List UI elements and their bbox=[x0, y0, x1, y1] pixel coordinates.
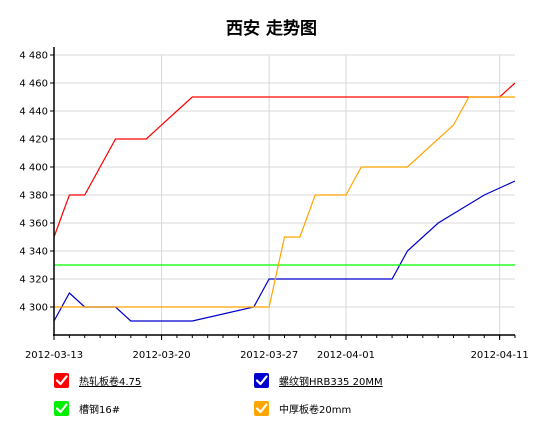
y-tick-label: 4 380 bbox=[19, 191, 48, 202]
y-tick-label: 4 360 bbox=[19, 219, 48, 230]
legend-item-1[interactable]: 螺纹钢HRB335 20MM bbox=[254, 373, 383, 388]
check-icon[interactable] bbox=[254, 373, 269, 388]
legend-item-2[interactable]: 槽钢16# bbox=[54, 401, 120, 416]
x-tick-label: 2012-04-11 bbox=[471, 350, 529, 361]
series-line-3 bbox=[54, 96, 515, 308]
check-icon[interactable] bbox=[54, 401, 69, 416]
axes: 4 300 4 320 4 340 4 360 4 380 4 400 4 420 4 440… bbox=[19, 47, 529, 361]
legend-item-0[interactable]: 热轧板卷4.75 bbox=[54, 373, 141, 388]
legend-label: 热轧板卷4.75 bbox=[79, 377, 142, 388]
chart-title: 西安 走势图 bbox=[226, 19, 317, 39]
check-icon[interactable] bbox=[54, 373, 69, 388]
x-tick-label: 2012-04-01 bbox=[317, 350, 375, 361]
y-tick-label: 4 460 bbox=[19, 79, 48, 90]
legend-item-3[interactable]: 中厚板卷20mm bbox=[254, 401, 351, 416]
legend-label: 螺纹钢HRB335 20MM bbox=[279, 377, 383, 388]
y-tick-label: 4 320 bbox=[19, 275, 48, 286]
x-tick-label: 2012-03-20 bbox=[133, 350, 191, 361]
y-tick-label: 4 420 bbox=[19, 135, 48, 146]
x-tick-label: 2012-03-13 bbox=[25, 350, 83, 361]
legend-label: 中厚板卷20mm bbox=[279, 405, 352, 416]
y-tick-label: 4 440 bbox=[19, 107, 48, 118]
y-tick-label: 4 340 bbox=[19, 247, 48, 258]
x-tick-label: 2012-03-27 bbox=[240, 350, 298, 361]
legend-label: 槽钢16# bbox=[79, 405, 121, 416]
y-tick-label: 4 480 bbox=[19, 51, 48, 62]
y-tick-label: 4 300 bbox=[19, 303, 48, 314]
y-tick-label: 4 400 bbox=[19, 163, 48, 174]
series-line-0 bbox=[53, 82, 516, 238]
check-icon[interactable] bbox=[254, 401, 269, 416]
series-lines bbox=[53, 82, 516, 322]
